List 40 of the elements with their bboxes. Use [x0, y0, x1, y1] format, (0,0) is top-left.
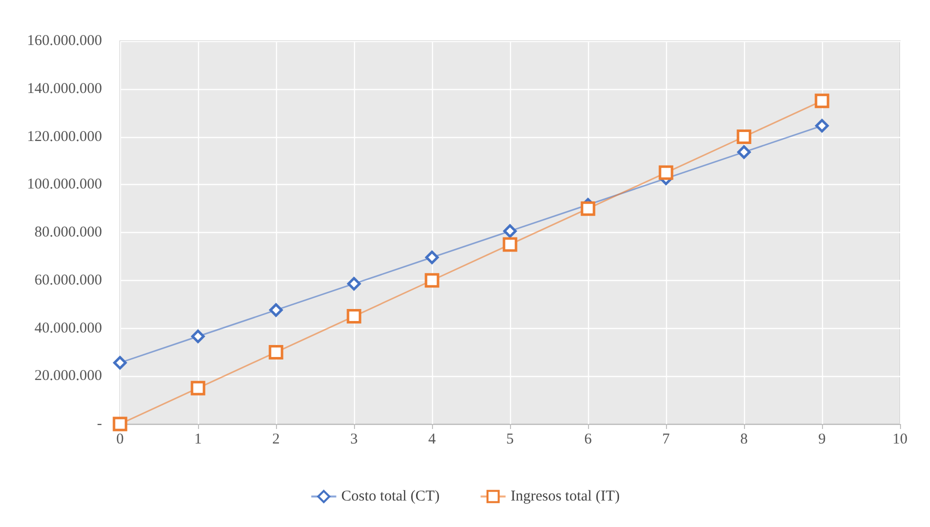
point	[658, 165, 674, 180]
y-tick-label: 80.000.000	[34, 224, 102, 240]
x-tick-label: 0	[116, 432, 124, 448]
point	[736, 130, 752, 144]
point	[424, 273, 440, 288]
x-tick-label: 7	[662, 432, 670, 448]
legend-label: Costo total (CT)	[341, 488, 440, 504]
point	[190, 380, 206, 396]
x-tick-label: 4	[428, 432, 436, 448]
y-tick-label: 160.000.000	[27, 33, 102, 49]
point	[737, 145, 751, 159]
y-tick-label: 120.000.000	[27, 128, 102, 145]
legend-label: Ingresos total (IT)	[510, 488, 620, 504]
point	[502, 237, 518, 252]
x-tick-label: 10	[892, 432, 908, 448]
y-tick-label: 40.000.000	[34, 320, 102, 336]
y-tick-label: 20.000.000	[34, 368, 102, 384]
point	[346, 309, 362, 324]
y-tick-label: 100.000.000	[27, 176, 102, 193]
point	[191, 330, 205, 344]
point	[580, 201, 596, 216]
point	[503, 224, 517, 238]
x-tick-label: 6	[584, 432, 592, 448]
point	[112, 416, 128, 432]
x-tick-label: 3	[350, 432, 358, 448]
point	[269, 303, 283, 317]
point	[425, 250, 439, 264]
x-tick-label: 9	[818, 432, 826, 448]
point	[347, 276, 361, 290]
x-tick-label: 8	[740, 432, 748, 448]
x-tick-label: 1	[194, 432, 202, 448]
x-tick-label: 5	[506, 432, 514, 448]
x-tick-label: 2	[272, 432, 280, 448]
point	[815, 118, 829, 132]
point	[113, 356, 127, 370]
y-tick-label: 140.000.000	[27, 80, 102, 97]
y-tick-label: 60.000.000	[34, 272, 102, 288]
point	[268, 344, 284, 360]
y-tick-label: -	[97, 416, 102, 432]
point	[814, 94, 830, 108]
